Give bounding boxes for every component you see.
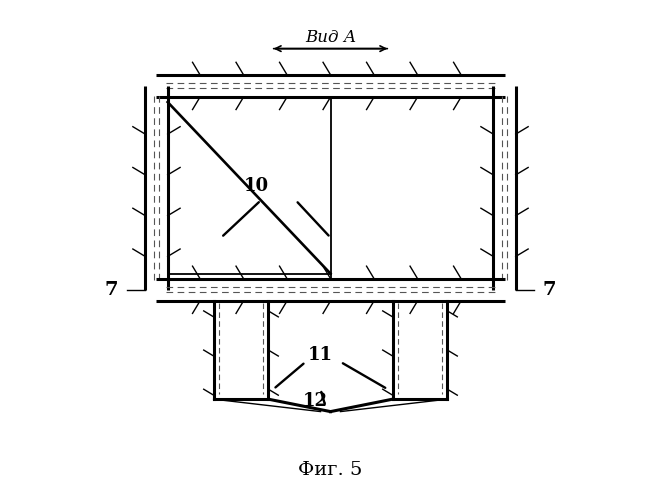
Text: 7: 7 [543, 281, 556, 299]
Text: 11: 11 [308, 346, 333, 364]
Text: 10: 10 [243, 178, 268, 196]
Text: Фиг. 5: Фиг. 5 [298, 460, 363, 478]
Text: 12: 12 [303, 392, 328, 409]
Text: Вид А: Вид А [305, 29, 356, 46]
Text: 7: 7 [105, 281, 118, 299]
